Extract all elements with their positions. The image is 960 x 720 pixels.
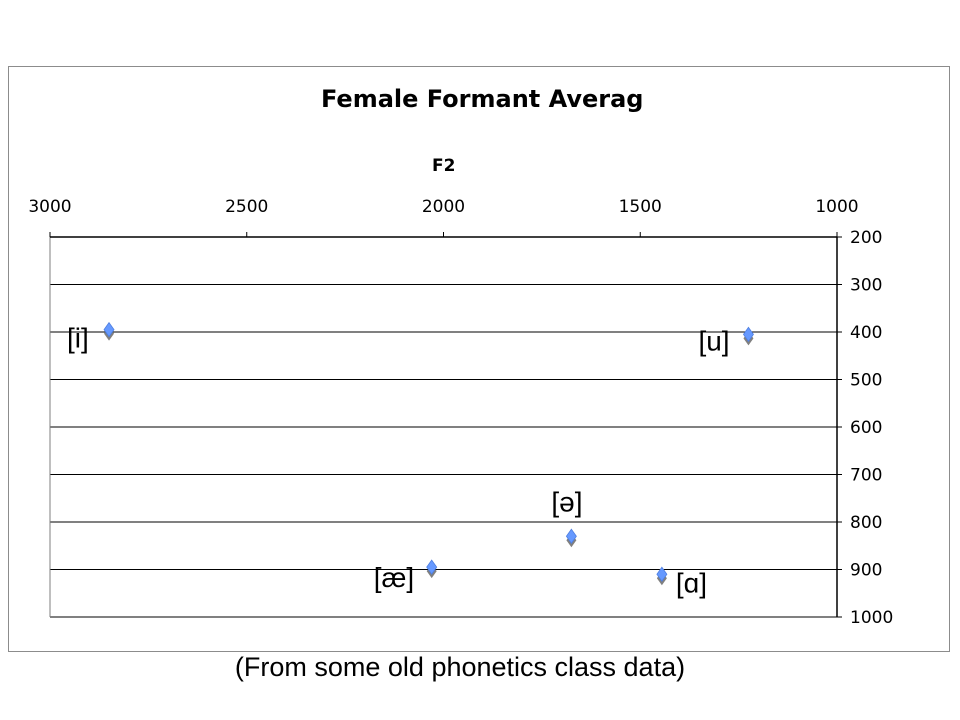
y-tick-label: 400 bbox=[850, 323, 882, 343]
axes bbox=[49, 232, 842, 618]
y-tick-label: 500 bbox=[850, 371, 882, 391]
x-axis-title: F2 bbox=[432, 156, 456, 176]
data-points bbox=[103, 321, 754, 586]
y-tick-label: 1000 bbox=[850, 608, 893, 628]
data-point-label: [ə] bbox=[551, 486, 582, 517]
y-tick-label: 200 bbox=[850, 228, 882, 248]
y-tick-label: 800 bbox=[850, 513, 882, 533]
data-point bbox=[426, 559, 438, 575]
x-tick-label: 2500 bbox=[225, 197, 268, 217]
data-point bbox=[656, 566, 668, 582]
point-labels: [i] [u] [ə] [æ] [ɑ] bbox=[67, 323, 730, 599]
data-point-label: [u] bbox=[698, 325, 729, 356]
x-tick-label: 1500 bbox=[619, 197, 662, 217]
data-point-label: [ɑ] bbox=[676, 567, 707, 598]
caption: (From some old phonetics class data) bbox=[234, 652, 686, 682]
x-tick-label: 1000 bbox=[815, 197, 858, 217]
y-tick-labels: 200 300 400 500 600 700 800 900 1000 bbox=[850, 228, 893, 628]
data-point bbox=[565, 528, 577, 544]
y-tick-label: 600 bbox=[850, 418, 882, 438]
grid-lines bbox=[50, 236, 837, 618]
chart-frame bbox=[8, 66, 950, 652]
x-tick-label: 3000 bbox=[28, 197, 71, 217]
y-tick-label: 700 bbox=[850, 466, 882, 486]
data-point-label: [æ] bbox=[374, 562, 414, 593]
data-point-label: [i] bbox=[67, 323, 89, 354]
y-tick-label: 900 bbox=[850, 561, 882, 581]
chart-title: Female Formant Averag bbox=[321, 85, 644, 113]
x-tick-label: 2000 bbox=[422, 197, 465, 217]
data-point bbox=[742, 326, 754, 343]
data-point bbox=[103, 321, 115, 338]
x-tick-labels: 3000 2500 2000 1500 1000 bbox=[28, 197, 858, 217]
y-tick-label: 300 bbox=[850, 276, 882, 296]
